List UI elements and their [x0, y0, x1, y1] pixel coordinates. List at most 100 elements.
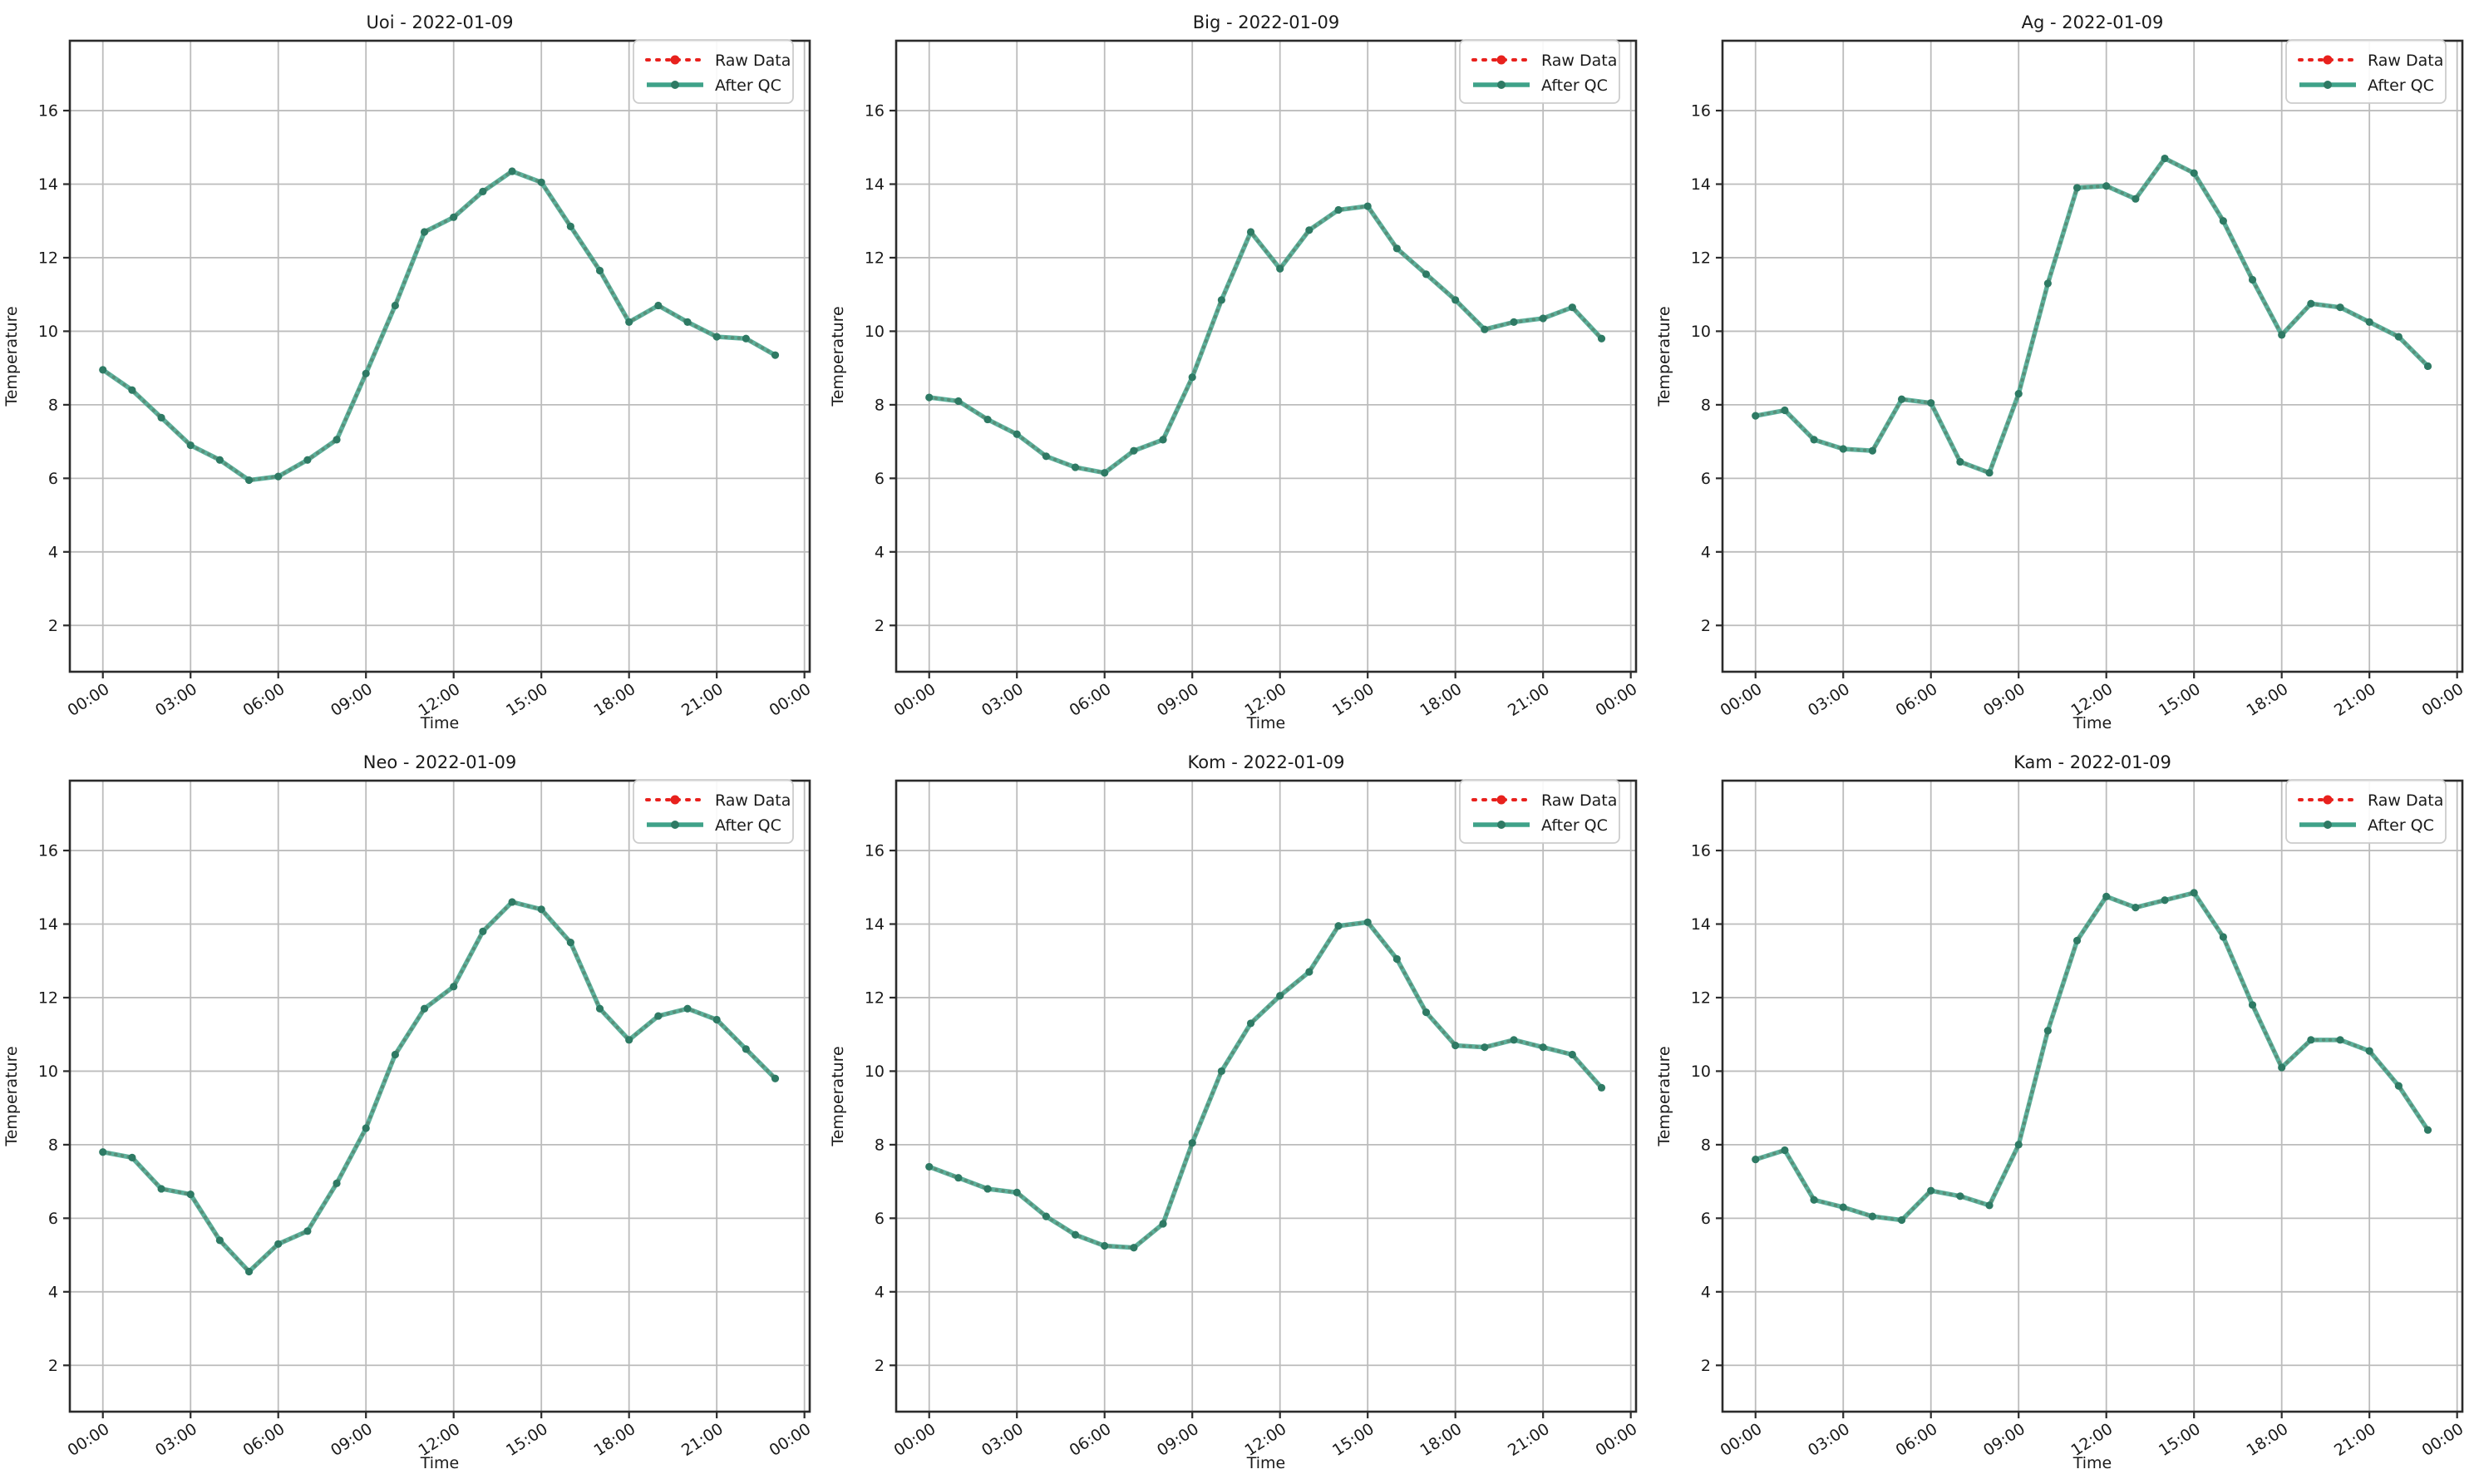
data-point-marker: [1897, 1215, 1906, 1225]
after-qc-markers: [99, 167, 780, 485]
data-point-marker: [508, 167, 516, 175]
y-tick-label: 8: [48, 396, 58, 414]
legend-label-after-qc: After QC: [2368, 76, 2434, 95]
data-point-marker: [1305, 968, 1313, 976]
data-point-marker: [1510, 1036, 1518, 1044]
chart-canvas-kam: 00:00 03:00 06:00 09:00 12:00 15:00 18:00 21:00…: [1655, 752, 2467, 1472]
x-tick-label: 09:00: [1980, 680, 2028, 720]
legend-swatch-raw-marker: [1496, 795, 1506, 805]
y-tick-label: 14: [1691, 175, 1711, 194]
data-point-marker: [2423, 1126, 2432, 1134]
legend-label-raw-data: Raw Data: [715, 791, 791, 810]
legend-item-after-qc: After QC: [647, 816, 781, 835]
data-point-marker: [1422, 270, 1431, 279]
data-point-marker: [1539, 314, 1547, 323]
y-axis: 2 4 6 8 10 12 14 16: [1691, 842, 1722, 1375]
chart-title: Kom - 2022-01-09: [1188, 752, 1345, 772]
data-point-marker: [2278, 1063, 2286, 1072]
chart-canvas-neo: 00:00 03:00 06:00 09:00 12:00 15:00 18:00 21:00…: [2, 752, 814, 1472]
data-point-marker: [2248, 1001, 2257, 1009]
y-tick-label: 4: [1701, 1283, 1711, 1301]
data-point-marker: [1276, 992, 1284, 1000]
data-point-marker: [1013, 430, 1021, 438]
data-point-marker: [128, 386, 136, 394]
x-tick-label: 09:00: [1154, 1420, 1202, 1460]
after-qc-markers: [925, 202, 1606, 477]
x-tick-label: 18:00: [1417, 680, 1465, 720]
data-point-marker: [303, 456, 312, 464]
data-point-marker: [450, 983, 458, 991]
data-point-marker: [1481, 1043, 1489, 1052]
legend-swatch-raw-marker: [2323, 795, 2333, 805]
x-tick-label: 00:00: [1592, 1420, 1640, 1460]
y-tick-label: 14: [1691, 915, 1711, 934]
data-point-marker: [983, 1185, 992, 1193]
data-point-marker: [215, 1236, 224, 1245]
x-tick-label: 09:00: [1154, 680, 1202, 720]
data-point-marker: [274, 472, 283, 481]
y-tick-label: 12: [865, 249, 885, 267]
y-tick-label: 14: [38, 915, 58, 934]
data-point-marker: [925, 393, 934, 402]
y-tick-label: 10: [38, 1062, 58, 1081]
y-tick-label: 6: [48, 1210, 58, 1228]
x-axis-label: Time: [2072, 1454, 2112, 1472]
x-tick-label: 15:00: [2156, 680, 2204, 720]
y-tick-label: 8: [875, 396, 885, 414]
plot-border: [68, 779, 811, 1413]
data-point-marker: [2219, 217, 2227, 225]
data-point-marker: [99, 1148, 107, 1156]
data-point-marker: [712, 333, 721, 341]
x-tick-label: 21:00: [678, 680, 727, 720]
chart-title: Kam - 2022-01-09: [2013, 752, 2171, 772]
x-tick-label: 00:00: [891, 680, 939, 720]
data-point-marker: [595, 1004, 604, 1013]
data-point-marker: [333, 1179, 341, 1187]
x-tick-label: 03:00: [1805, 680, 1853, 720]
data-point-marker: [2043, 279, 2052, 288]
y-tick-label: 6: [1701, 1210, 1711, 1228]
chart-title: Big - 2022-01-09: [1193, 12, 1340, 32]
data-point-marker: [1071, 1230, 1080, 1239]
data-point-marker: [1451, 296, 1460, 304]
data-point-marker: [215, 456, 224, 464]
after-qc-line: [1752, 155, 2431, 476]
data-point-marker: [1305, 226, 1313, 234]
data-point-marker: [2394, 1082, 2403, 1090]
data-point-marker: [244, 1267, 254, 1276]
legend-item-raw-data: Raw Data: [2298, 791, 2443, 810]
data-point-marker: [2161, 154, 2169, 163]
data-point-marker: [2307, 1036, 2315, 1044]
y-tick-label: 2: [1701, 617, 1711, 635]
plot-border: [895, 779, 1638, 1413]
y-tick-label: 16: [1691, 842, 1711, 860]
y-axis-label: Temperature: [829, 1046, 847, 1146]
x-tick-label: 15:00: [503, 1420, 551, 1460]
grid: [1722, 41, 2462, 672]
legend-swatch-qc-marker: [2324, 81, 2332, 89]
x-axis: 00:00 03:00 06:00 09:00 12:00 15:00 18:00 21:00…: [1718, 672, 2467, 720]
data-point-marker: [2394, 333, 2403, 341]
y-tick-label: 6: [875, 470, 885, 488]
x-tick-label: 06:00: [1067, 1420, 1115, 1460]
x-tick-label: 03:00: [978, 1420, 1027, 1460]
after-qc-markers: [1752, 889, 2432, 1225]
y-tick-label: 12: [38, 249, 58, 267]
plot-border: [895, 39, 1638, 673]
data-point-marker: [1481, 325, 1489, 333]
legend: Raw Data After QC: [1459, 779, 1620, 844]
data-point-marker: [1334, 205, 1343, 214]
legend-label-raw-data: Raw Data: [2368, 791, 2443, 810]
legend-label-raw-data: Raw Data: [1541, 791, 1617, 810]
data-point-marker: [1781, 406, 1789, 415]
data-point-marker: [771, 1074, 780, 1082]
x-tick-label: 21:00: [1505, 680, 1553, 720]
data-point-marker: [1071, 463, 1080, 471]
x-axis: 00:00 03:00 06:00 09:00 12:00 15:00 18:00 21:00…: [65, 672, 814, 720]
legend-label-raw-data: Raw Data: [1541, 52, 1617, 70]
data-point-marker: [1013, 1188, 1021, 1196]
x-tick-label: 21:00: [2331, 1420, 2379, 1460]
data-point-marker: [1510, 318, 1518, 326]
x-tick-label: 03:00: [152, 680, 200, 720]
